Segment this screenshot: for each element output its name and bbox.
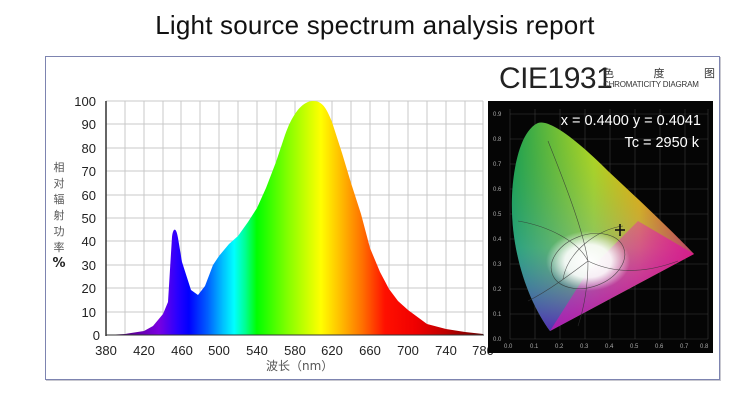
y-tick: 50 — [81, 211, 96, 226]
x-tick: 500 — [208, 343, 230, 358]
x-tick: 740 — [435, 343, 457, 358]
y-axis-label: 相 对 辐 射 功 率 % — [52, 160, 66, 272]
svg-text:0.5: 0.5 — [630, 344, 639, 350]
svg-text:0.0: 0.0 — [504, 344, 513, 350]
y-tick: 90 — [81, 117, 96, 132]
spectrum-area — [106, 101, 483, 335]
y-tick: 40 — [81, 234, 96, 249]
y-label-char: 率 — [53, 241, 65, 254]
cie-point-marker — [615, 224, 625, 236]
y-tick: 10 — [81, 305, 96, 320]
svg-text:0.8: 0.8 — [493, 137, 502, 143]
svg-text:0.2: 0.2 — [555, 344, 564, 350]
svg-text:0.7: 0.7 — [493, 162, 502, 168]
x-tick: 700 — [397, 343, 419, 358]
cie-axis-ticks: 0.0 0.1 0.2 0.3 0.4 0.5 0.6 0.7 0.8 0.00.10.2 … — [493, 112, 709, 350]
cie-heading-en: CHROMATICITY DIAGRAM — [603, 80, 699, 89]
cie-coordinates: x = 0.4400 y = 0.4041 — [560, 113, 701, 129]
cie-chromaticity-diagram: 0.0 0.1 0.2 0.3 0.4 0.5 0.6 0.7 0.8 0.0 0.1 0.2 … — [488, 101, 713, 353]
y-tick: 80 — [81, 141, 96, 156]
svg-text:0.3: 0.3 — [580, 344, 589, 350]
cie-cn-char: 度 — [653, 67, 665, 80]
y-label-char: 射 — [53, 209, 65, 222]
svg-text:0.0: 0.0 — [493, 337, 502, 343]
cie-plot: 0.0 0.1 0.2 0.3 0.4 0.5 0.6 0.7 0.8 0.00.10.2 … — [493, 109, 709, 350]
x-tick: 460 — [171, 343, 193, 358]
svg-text:0.9: 0.9 — [493, 112, 502, 118]
y-label-char: 功 — [53, 225, 65, 238]
x-tick: 580 — [284, 343, 306, 358]
page-title: Light source spectrum analysis report — [155, 10, 595, 40]
y-label-char: 相 — [53, 161, 65, 174]
svg-text:0.7: 0.7 — [680, 344, 689, 350]
svg-text:0.2: 0.2 — [493, 287, 502, 293]
y-tick: 100 — [74, 94, 96, 109]
svg-text:0.1: 0.1 — [493, 312, 502, 318]
svg-text:0.4: 0.4 — [493, 237, 502, 243]
cie-color-temperature: Tc = 2950 k — [624, 135, 699, 151]
cie-heading: CIE1931 — [499, 62, 613, 95]
svg-text:0.1: 0.1 — [530, 344, 539, 350]
y-label-unit: % — [52, 256, 66, 271]
x-axis-label: 波长（nm） — [266, 359, 334, 373]
cie-cn-char: 图 — [704, 67, 715, 80]
x-tick: 380 — [95, 343, 117, 358]
y-tick: 20 — [81, 281, 96, 296]
svg-text:0.5: 0.5 — [493, 212, 502, 218]
y-label-char: 对 — [53, 177, 65, 190]
y-tick: 0 — [92, 328, 100, 343]
y-label-char: 辐 — [53, 193, 65, 206]
svg-text:0.3: 0.3 — [493, 262, 502, 268]
svg-text:0.4: 0.4 — [605, 344, 614, 350]
y-tick: 30 — [81, 258, 96, 273]
x-tick: 620 — [321, 343, 343, 358]
svg-text:0.6: 0.6 — [655, 344, 664, 350]
cie-heading-cn: 色 度 图 — [603, 65, 715, 81]
x-tick: 540 — [246, 343, 268, 358]
svg-text:0.6: 0.6 — [493, 187, 502, 193]
cie-cn-char: 色 — [603, 67, 614, 80]
cie-gamut — [511, 122, 694, 331]
x-tick: 660 — [359, 343, 381, 358]
svg-text:0.8: 0.8 — [700, 344, 709, 350]
y-tick: 70 — [81, 164, 96, 179]
y-tick: 60 — [81, 188, 96, 203]
x-tick: 420 — [133, 343, 155, 358]
